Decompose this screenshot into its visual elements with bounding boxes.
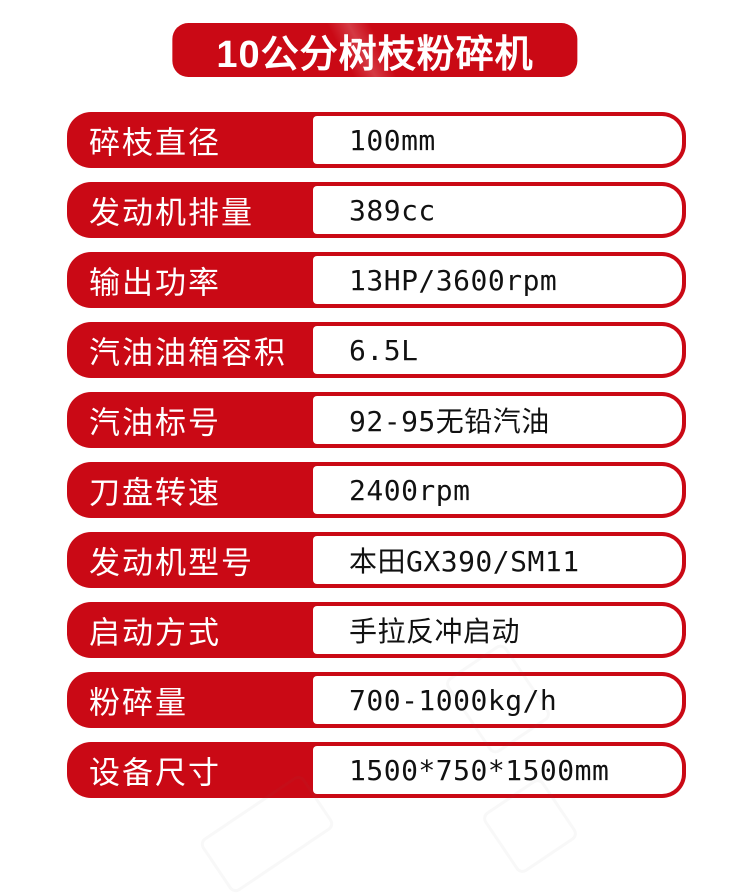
spec-table: 碎枝直径 100mm 发动机排量 389cc 输出功率 13HP/3600rpm… bbox=[67, 112, 686, 798]
spec-row: 汽油油箱容积 6.5L bbox=[67, 322, 686, 378]
spec-value: 92-95无铅汽油 bbox=[349, 405, 550, 438]
spec-value-box: 92-95无铅汽油 bbox=[313, 396, 682, 444]
spec-label: 发动机型号 bbox=[89, 545, 254, 581]
product-title-banner: 10公分树枝粉碎机 bbox=[172, 23, 578, 77]
spec-label: 刀盘转速 bbox=[89, 475, 221, 511]
spec-value-box: 手拉反冲启动 bbox=[313, 606, 682, 654]
spec-row: 发动机型号 本田GX390/SM11 bbox=[67, 532, 686, 588]
spec-value-box: 389cc bbox=[313, 186, 682, 234]
spec-label: 粉碎量 bbox=[89, 685, 188, 721]
spec-row: 输出功率 13HP/3600rpm bbox=[67, 252, 686, 308]
spec-label: 汽油油箱容积 bbox=[89, 335, 287, 371]
spec-value-box: 2400rpm bbox=[313, 466, 682, 514]
spec-label: 碎枝直径 bbox=[89, 125, 221, 161]
spec-value-box: 100mm bbox=[313, 116, 682, 164]
spec-row: 启动方式 手拉反冲启动 bbox=[67, 602, 686, 658]
spec-label: 输出功率 bbox=[89, 265, 221, 301]
spec-row: 碎枝直径 100mm bbox=[67, 112, 686, 168]
spec-value: 700-1000kg/h bbox=[349, 683, 558, 717]
spec-label: 设备尺寸 bbox=[89, 755, 221, 791]
spec-row: 刀盘转速 2400rpm bbox=[67, 462, 686, 518]
spec-label: 启动方式 bbox=[89, 615, 221, 651]
spec-value: 389cc bbox=[349, 193, 436, 227]
spec-value: 1500*750*1500mm bbox=[349, 753, 610, 787]
spec-value: 6.5L bbox=[349, 333, 419, 367]
spec-row: 设备尺寸 1500*750*1500mm bbox=[67, 742, 686, 798]
spec-value: 本田GX390/SM11 bbox=[349, 545, 580, 578]
spec-value-box: 6.5L bbox=[313, 326, 682, 374]
spec-label: 汽油标号 bbox=[89, 405, 221, 441]
spec-value-box: 1500*750*1500mm bbox=[313, 746, 682, 794]
spec-row: 汽油标号 92-95无铅汽油 bbox=[67, 392, 686, 448]
spec-value-box: 700-1000kg/h bbox=[313, 676, 682, 724]
spec-value: 手拉反冲启动 bbox=[349, 615, 521, 648]
spec-value: 100mm bbox=[349, 123, 436, 157]
spec-value-box: 本田GX390/SM11 bbox=[313, 536, 682, 584]
spec-label: 发动机排量 bbox=[89, 195, 254, 231]
spec-value-box: 13HP/3600rpm bbox=[313, 256, 682, 304]
product-title: 10公分树枝粉碎机 bbox=[216, 33, 534, 76]
spec-value: 13HP/3600rpm bbox=[349, 263, 558, 297]
spec-row: 发动机排量 389cc bbox=[67, 182, 686, 238]
spec-row: 粉碎量 700-1000kg/h bbox=[67, 672, 686, 728]
spec-value: 2400rpm bbox=[349, 473, 471, 507]
